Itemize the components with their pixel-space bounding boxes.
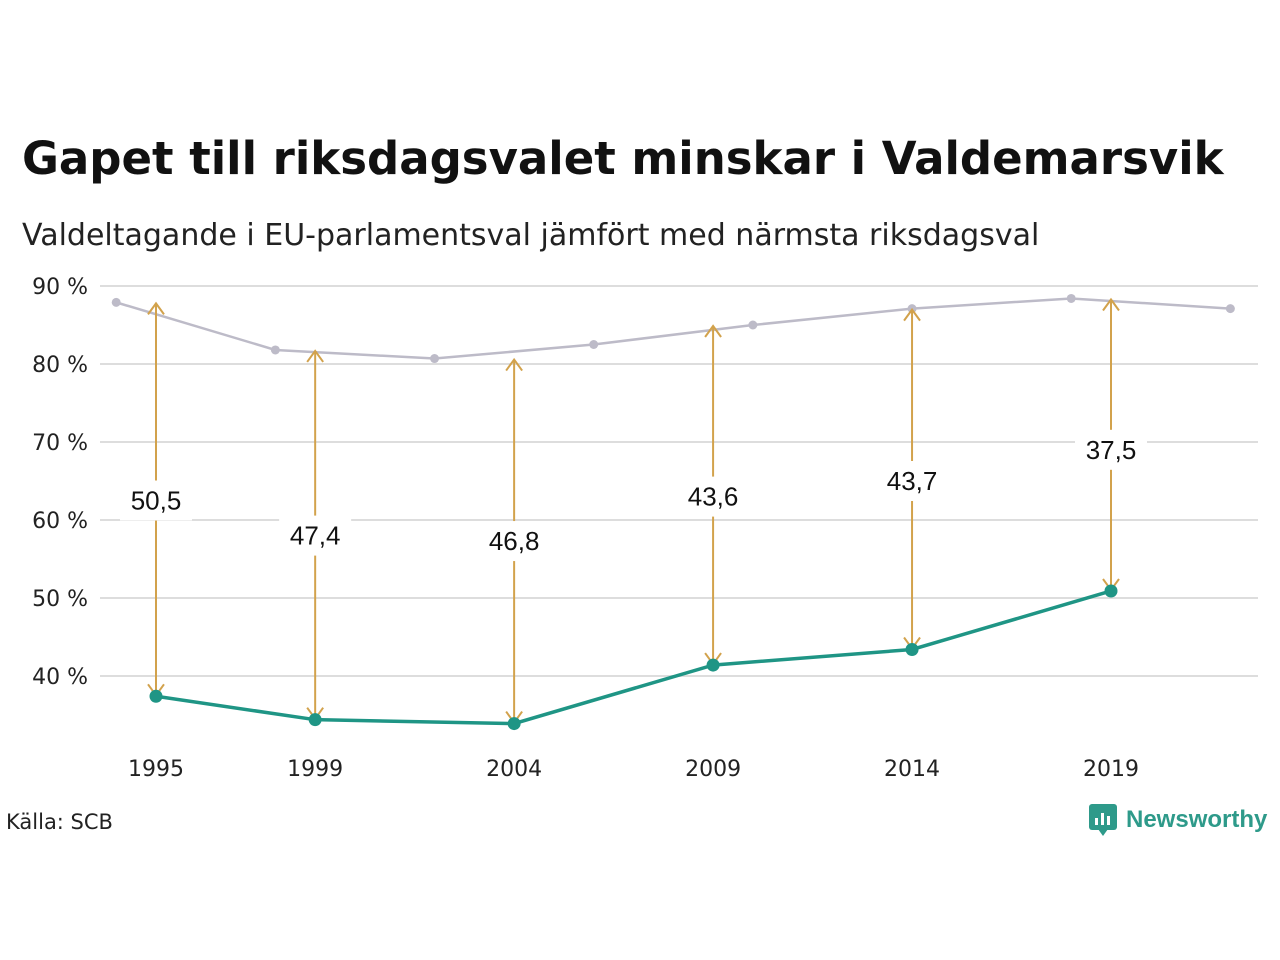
gap-label: 46,8 <box>489 526 540 556</box>
gap-arrow-head-top <box>306 349 324 363</box>
eu-point <box>149 689 163 703</box>
gap-label: 43,6 <box>688 482 739 512</box>
gap-arrow-head-top <box>903 307 921 322</box>
brand-logo: Newsworthy <box>1088 803 1267 837</box>
riksdag-point <box>589 340 599 349</box>
brand-name: Newsworthy <box>1126 806 1268 833</box>
y-tick-label: 50 % <box>32 587 88 612</box>
x-tick-label: 1995 <box>128 757 184 782</box>
gap-arrow-head-top <box>147 301 165 315</box>
newsworthy-icon <box>1089 804 1117 836</box>
gap-label-bg <box>279 515 352 556</box>
y-tick-label: 80 % <box>32 353 88 378</box>
gap-label-bg <box>120 480 192 521</box>
gap-arrow-head-top <box>1102 297 1120 312</box>
gap-arrow-head-top <box>704 324 722 338</box>
riksdag-point <box>430 354 440 364</box>
y-tick-label: 40 % <box>32 665 88 690</box>
gap-arrows <box>147 297 1120 725</box>
eu-point <box>308 713 322 727</box>
riksdag-point <box>111 297 121 307</box>
gap-label: 47,4 <box>290 521 341 551</box>
gap-label: 50,5 <box>131 486 182 516</box>
eu-series <box>149 584 1118 731</box>
x-tick-label: 2009 <box>685 757 741 782</box>
riksdag-point <box>748 320 758 330</box>
riksdag-point <box>1225 304 1235 314</box>
riksdag-point <box>270 345 280 355</box>
chart-title: Gapet till riksdagsvalet minskar i Valde… <box>22 132 1224 185</box>
eu-line <box>155 589 1112 726</box>
y-tick-label: 70 % <box>32 431 88 456</box>
x-tick-label: 2014 <box>884 757 940 782</box>
gap-label: 37,5 <box>1086 435 1137 465</box>
gap-label-bg <box>478 521 551 562</box>
eu-point <box>1104 584 1118 598</box>
y-tick-label: 90 % <box>32 275 88 300</box>
x-axis: 1995 1999 2004 2009 2014 2019 <box>128 757 1139 782</box>
eu-point <box>905 642 919 656</box>
gap-label: 43,7 <box>887 466 938 496</box>
gap-label-bg <box>677 476 750 517</box>
gap-labels: 50,5 47,4 46,8 43,6 43,7 37,5 <box>120 429 1147 562</box>
riksdag-series <box>111 293 1235 364</box>
x-tick-label: 1999 <box>287 757 343 782</box>
riksdag-line <box>115 297 1231 360</box>
eu-point <box>706 658 720 672</box>
x-tick-label: 2019 <box>1083 757 1139 782</box>
chart-subtitle: Valdeltagande i EU-parlamentsval jämfört… <box>22 218 1040 253</box>
y-tick-label: 60 % <box>32 509 88 534</box>
gap-label-bg <box>876 461 949 501</box>
eu-point <box>507 717 521 731</box>
gap-label-bg <box>1075 429 1147 470</box>
y-axis: 40 % 50 % 60 % 70 % 80 % 90 % <box>32 275 88 690</box>
riksdag-point <box>1066 293 1076 303</box>
source-note: Källa: SCB <box>6 810 113 834</box>
x-tick-label: 2004 <box>486 757 542 782</box>
gap-arrow-head-top <box>505 357 523 372</box>
